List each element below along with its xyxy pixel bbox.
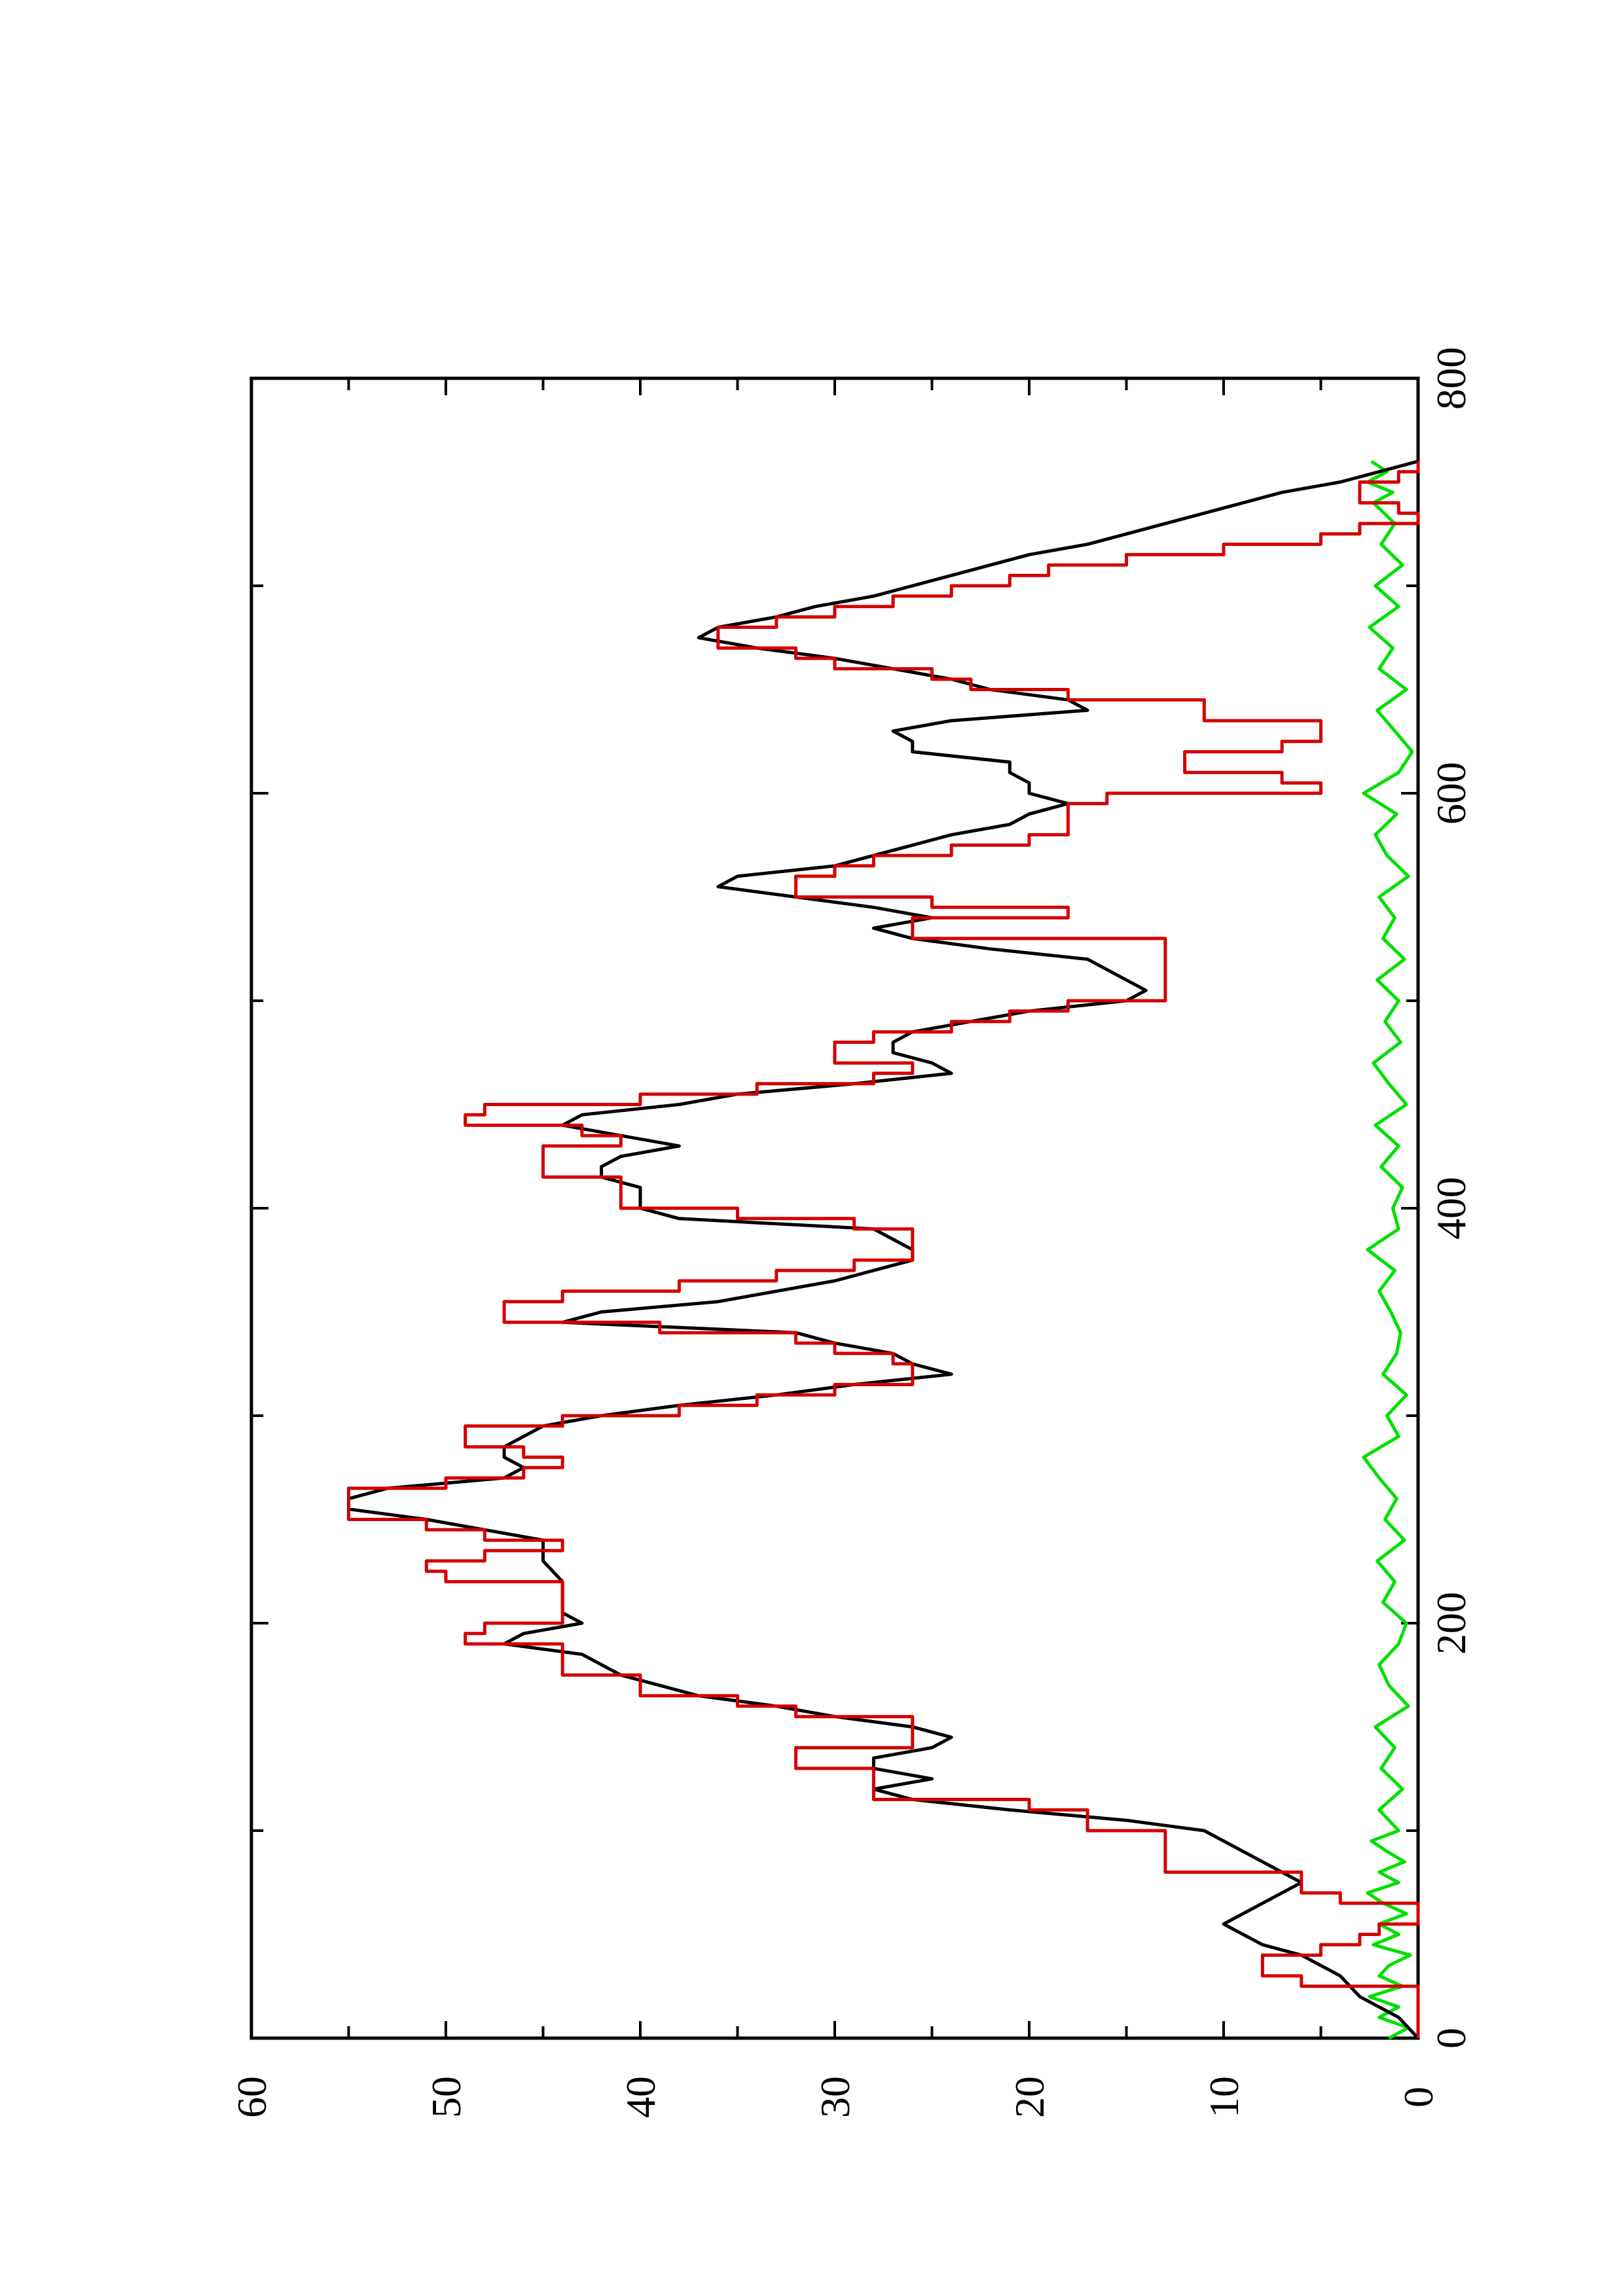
y-tick-label: 10 bbox=[1201, 2076, 1247, 2118]
plot-frame bbox=[249, 376, 1420, 2040]
x-tick-label: 600 bbox=[1428, 762, 1474, 825]
series-lines bbox=[347, 459, 1420, 2040]
black-series-line bbox=[347, 459, 1419, 2039]
y-tick-label: 0 bbox=[1395, 2087, 1442, 2108]
y-tick-label: 30 bbox=[812, 2076, 858, 2118]
y-tick-label: 20 bbox=[1006, 2076, 1053, 2118]
red-step-series-line bbox=[347, 461, 1420, 2038]
x-tick-label: 800 bbox=[1428, 347, 1474, 410]
x-tick-label: 0 bbox=[1428, 2028, 1474, 2049]
y-tick-label: 50 bbox=[423, 2076, 469, 2118]
y-tick-label: 40 bbox=[617, 2076, 664, 2118]
x-tick-label: 200 bbox=[1428, 1592, 1474, 1655]
tick-labels: 0 200 400 600 800 0 10 20 30 40 50 60 bbox=[228, 347, 1474, 2118]
tick-marks bbox=[250, 377, 1419, 2039]
x-tick-label: 400 bbox=[1428, 1177, 1474, 1240]
green-noise-series-line bbox=[1362, 459, 1414, 2040]
y-tick-label: 60 bbox=[228, 2076, 275, 2118]
